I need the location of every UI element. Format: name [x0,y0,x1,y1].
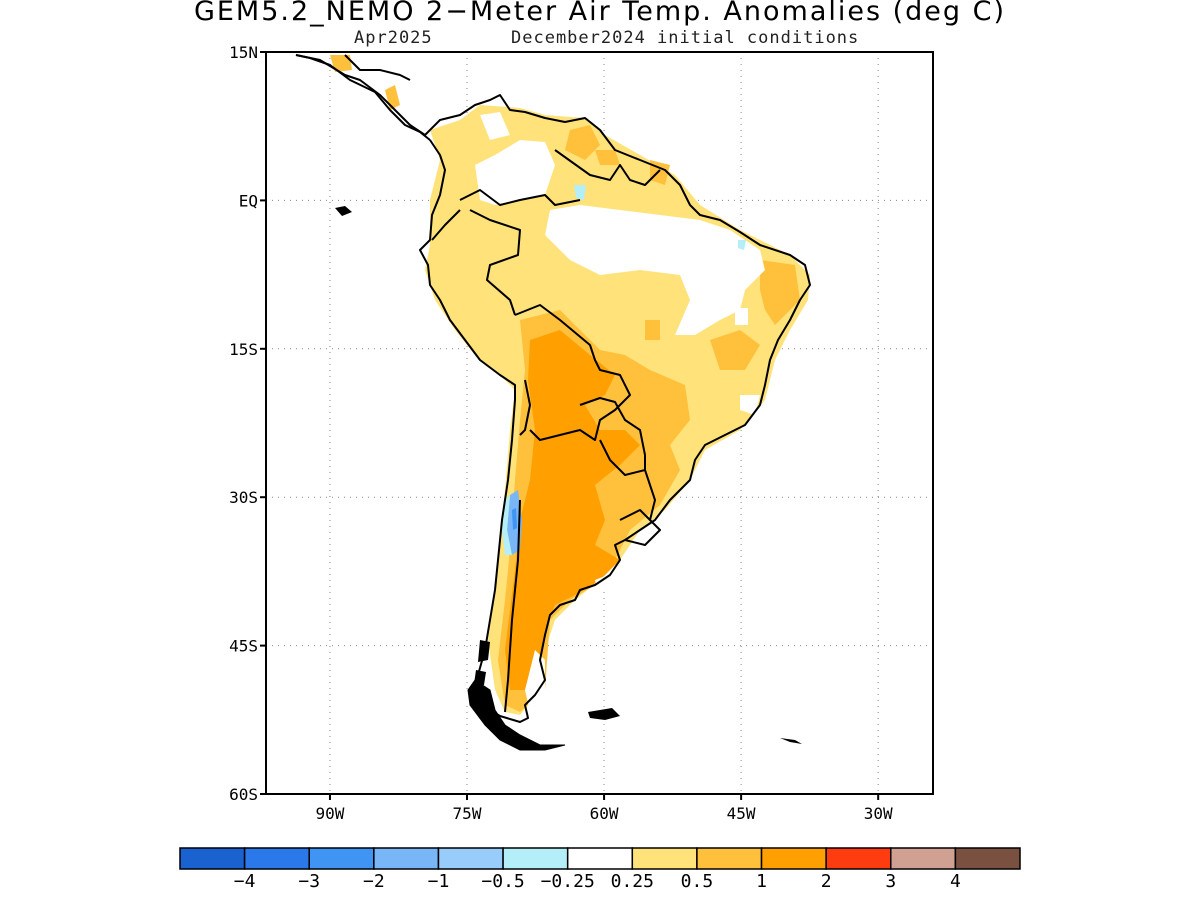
anomaly-fill-1-2 [505,330,640,690]
colorbar-label: 3 [885,871,896,892]
colorbar-label: 1 [756,871,767,892]
colorbar-swatch [437,847,504,870]
lat-tick-label: 15N [229,43,258,62]
colorbar-label: −2 [363,871,385,892]
initial-conditions-label: December2024 initial conditions [511,28,860,48]
lon-tick-label: 90W [316,804,345,823]
colorbar-swatch [890,847,957,870]
anomaly-fill-strong-negative-chile [512,508,517,530]
colorbar-swatch [308,847,375,870]
colorbar-label: −3 [298,871,320,892]
colorbar-label: 4 [950,871,961,892]
map-frame [265,51,934,795]
colorbar-swatch [243,847,310,870]
colorbar: −4 −3 −2 −1 −0.5 −0.25 0.25 0.5 1 2 3 4 [179,847,1021,892]
lat-tick-label: EQ [239,191,258,210]
tierra-del-fuego-coastline [467,679,566,751]
lat-tick-label: 45S [229,637,258,656]
central-america-coastline [295,54,431,141]
colorbar-label: 0.5 [681,871,714,892]
galapagos-islands [335,206,352,216]
colorbar-label: −0.25 [541,871,595,892]
colorbar-swatch [373,847,440,870]
south-america-coastline [295,54,811,723]
lat-tick-label: 15S [229,340,258,359]
anomaly-field [295,54,811,751]
latitude-axis: 15N EQ 15S 30S 45S 60S [229,43,266,804]
colorbar-swatch [179,847,246,870]
south-georgia-island [780,738,802,744]
anomaly-fill-near-zero-amazon [545,205,765,335]
lon-tick-label: 30W [864,804,893,823]
lon-tick-label: 75W [453,804,482,823]
colorbar-swatch [954,847,1021,870]
colorbar-label: −0.5 [481,871,524,892]
chile-fjords-coastline [474,640,490,685]
lat-tick-label: 60S [229,785,258,804]
colorbar-swatch [566,847,634,870]
colorbar-label: 2 [821,871,832,892]
falkland-islands [588,708,620,720]
colorbar-swatch [825,847,892,870]
colorbar-label: −1 [428,871,450,892]
colorbar-swatch [631,847,698,870]
country-borders [431,149,661,713]
anomaly-fill-0.5-1-north [330,55,670,185]
lon-tick-label: 60W [590,804,619,823]
forecast-month: Apr2025 [354,28,433,48]
map-gridlines [266,52,933,794]
colorbar-label: 0.25 [611,871,654,892]
colorbar-swatch [696,847,763,870]
lat-tick-label: 30S [229,488,258,507]
longitude-axis: 90W 75W 60W 45W 30W [316,794,893,823]
colorbar-label: −4 [234,871,256,892]
lon-tick-label: 45W [727,804,756,823]
colorbar-swatch [760,847,827,870]
anomaly-fill-0.5-1-east-brazil [645,260,800,370]
colorbar-swatch [502,847,569,870]
map-title: GEM5.2_NEMO 2−Meter Air Temp. Anomalies … [193,0,1007,27]
anomaly-fill-near-zero-venezuela [475,112,555,205]
